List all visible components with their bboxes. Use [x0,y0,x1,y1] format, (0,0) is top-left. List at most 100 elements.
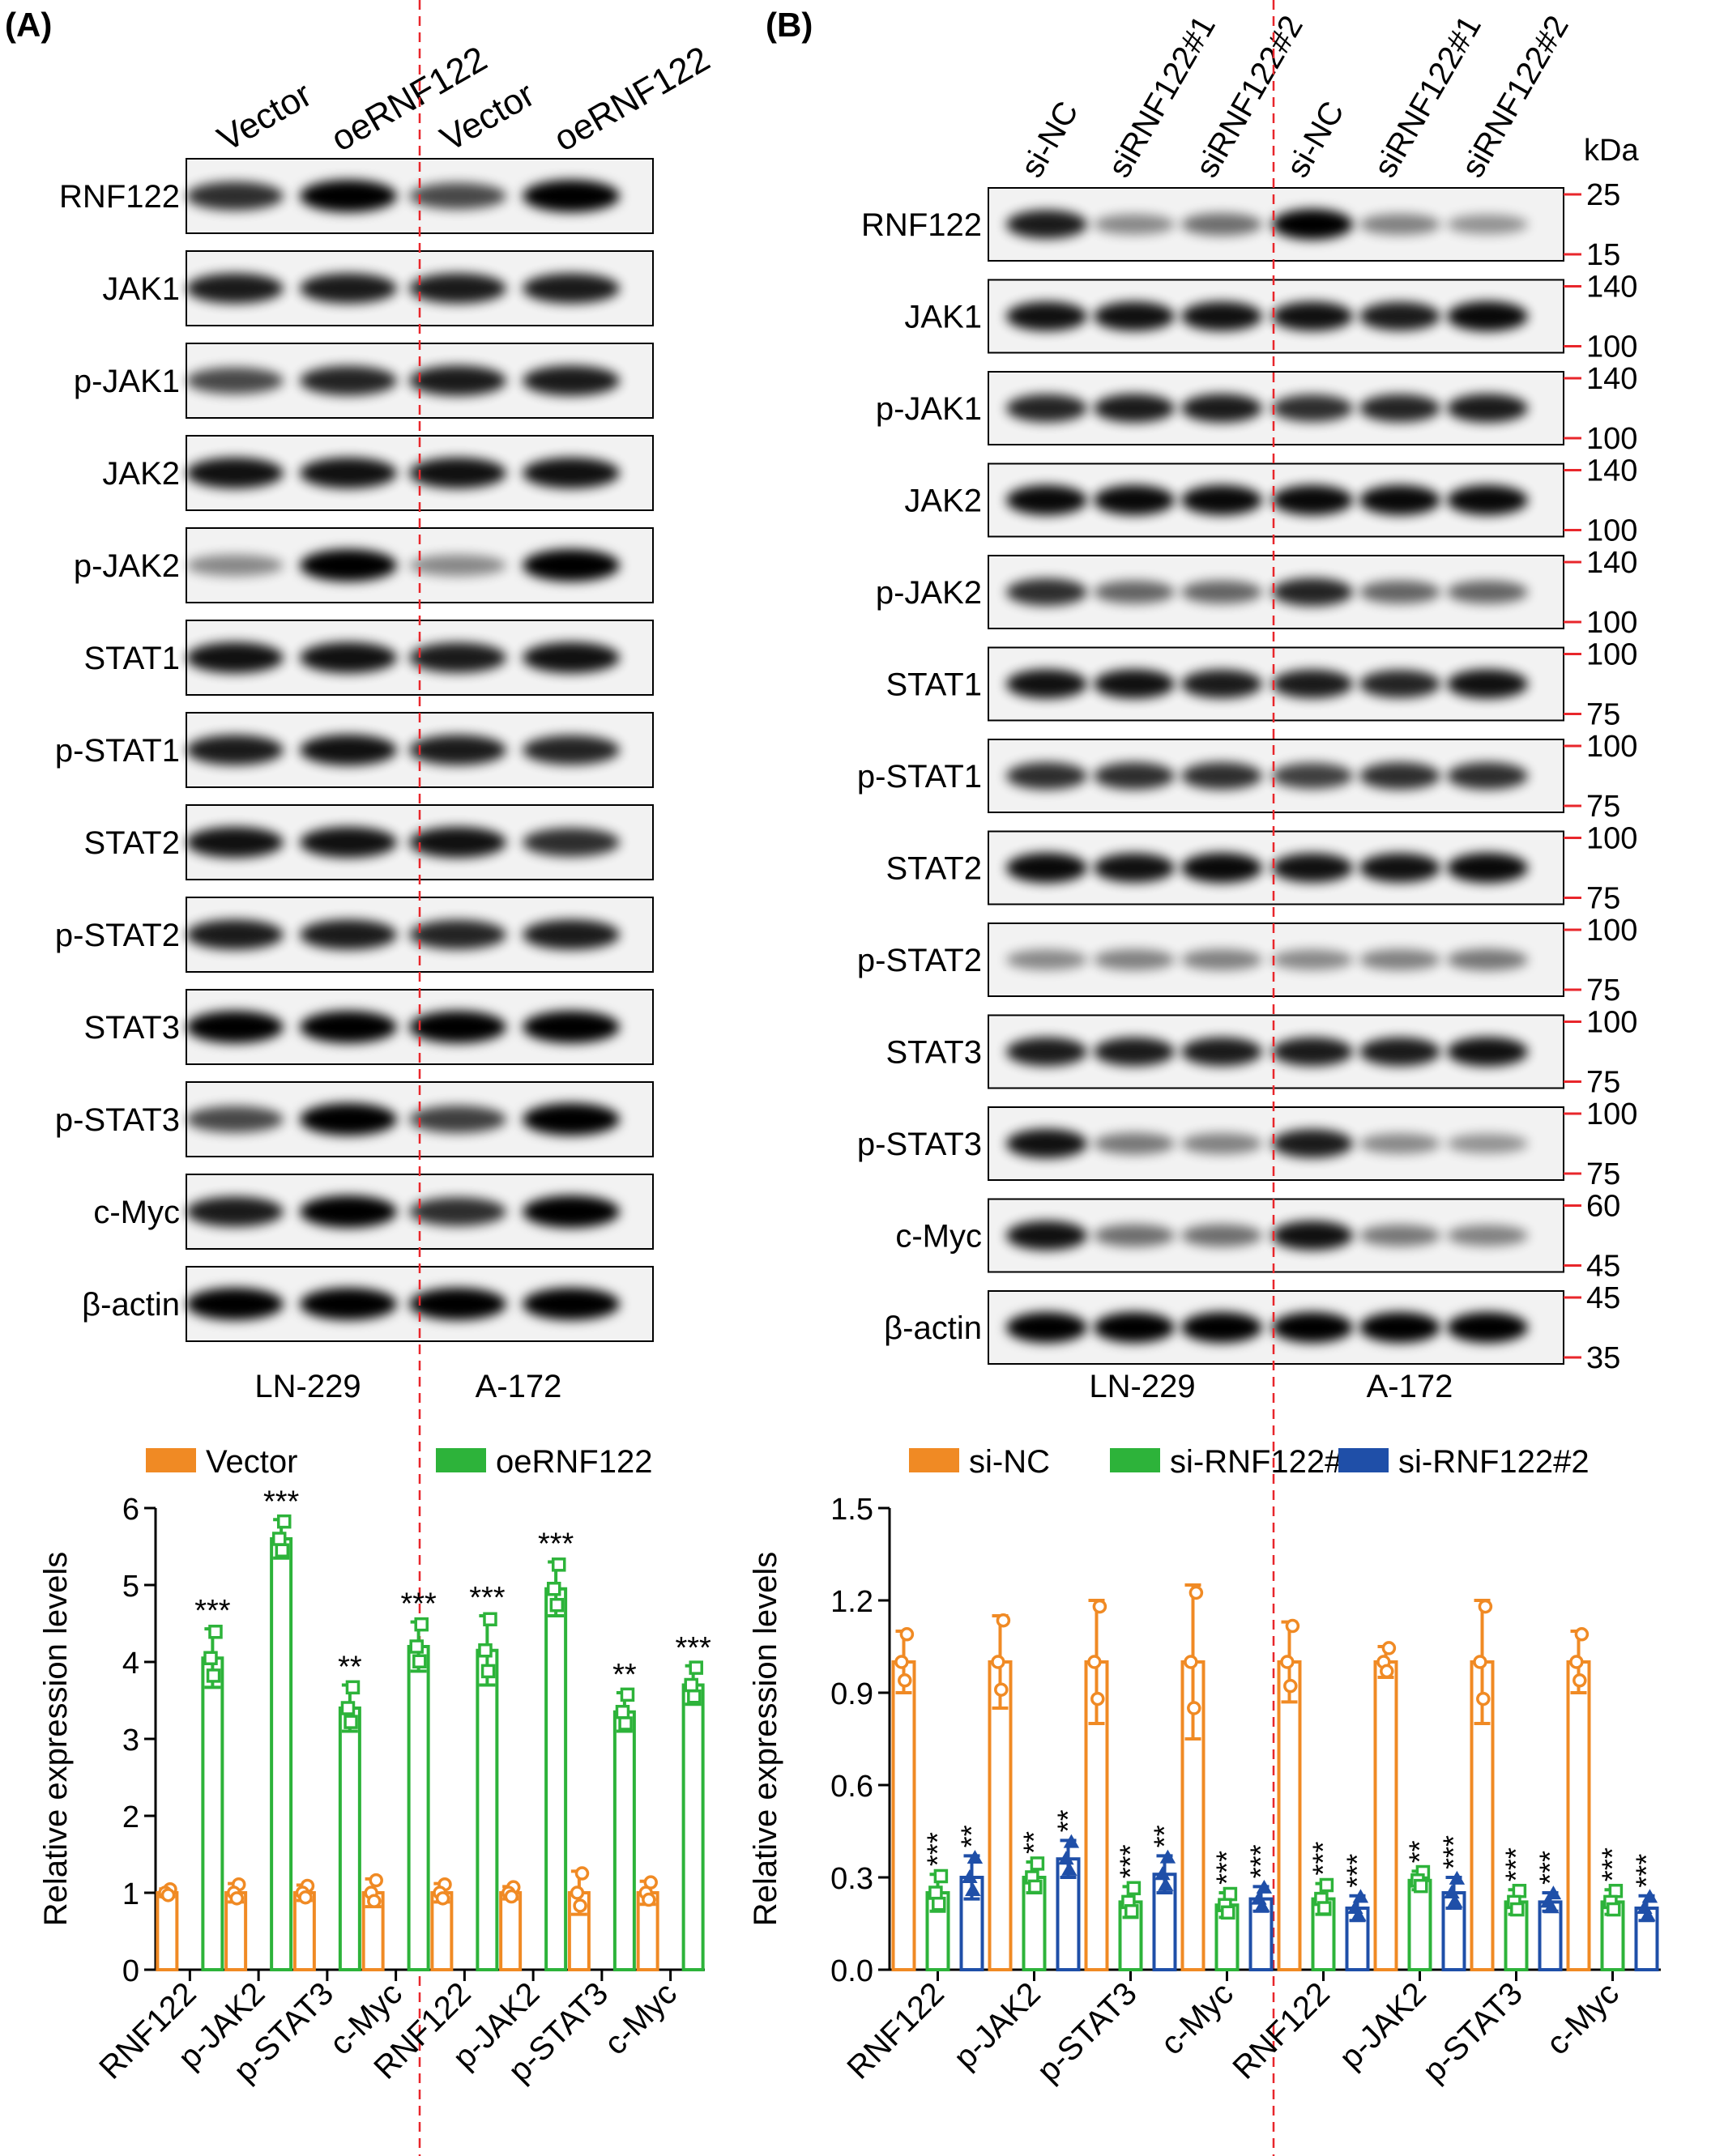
x-tick-label: p-STAT3 [1416,1975,1530,2089]
significance-label: *** [469,1581,506,1615]
y-tick-label: 0 [122,1954,139,1988]
band [1181,1132,1262,1155]
band [300,1103,397,1136]
data-point [1641,1889,1658,1903]
band [1359,484,1440,516]
data-point [570,1885,585,1900]
data-point [546,1582,561,1596]
marker-label: 75 [1586,974,1620,1008]
band [1272,949,1353,970]
significance-label: *** [1534,1851,1567,1885]
band [1181,852,1262,884]
band [1094,1037,1175,1067]
significance-label: ** [1018,1831,1051,1854]
marker-label: 140 [1586,271,1637,305]
protein-label: p-JAK2 [876,575,982,611]
data-point [1476,1691,1491,1706]
band [186,554,284,577]
marker-label: 140 [1586,454,1637,488]
significance-label: *** [1210,1851,1244,1885]
protein-label: p-STAT2 [55,918,180,953]
data-point [1285,1618,1300,1634]
legend-label: si-RNF122#2 [1398,1444,1590,1480]
data-point [899,1627,915,1642]
marker-label: 75 [1586,698,1620,732]
band [1094,394,1175,423]
bar-si-nc-rnf122 [1277,1618,1302,1971]
protein-label: β-actin [82,1287,180,1323]
legend-swatch [146,1448,196,1472]
band [1006,210,1087,239]
significance-label: ** [955,1825,988,1847]
band [1181,1224,1262,1247]
blot-a-jak2: JAK2 [102,435,654,511]
marker-label: 100 [1586,822,1637,856]
significance-label: ** [338,1651,362,1685]
data-point [1510,1902,1525,1917]
band [186,826,284,859]
data-point [1090,1691,1105,1706]
band [1006,484,1087,516]
data-point [932,1896,946,1911]
y-tick-label: 1 [122,1877,139,1911]
band [1447,394,1528,423]
blot-a-beta-actin: β-actin [82,1266,654,1342]
band [1094,948,1175,971]
data-point [1092,1599,1107,1614]
bar-si-nc-p-stat3 [1084,1599,1109,1971]
band [1272,484,1353,516]
data-point [276,1514,292,1529]
band [1447,580,1528,604]
band [1359,948,1440,971]
bar-oernf122-p-jak2: *** [263,1485,300,1971]
bar-si-rnf122-1-c-myc: *** [1210,1851,1244,1971]
data-point [1640,1907,1656,1922]
band [1359,670,1440,698]
band [1359,762,1440,790]
band [523,273,620,304]
band [523,457,620,489]
marker-label: 75 [1586,1066,1620,1100]
band [1272,853,1353,883]
data-point [1188,1585,1204,1600]
band [1272,1129,1353,1158]
blot-a-stat1: STAT1 [83,620,654,696]
band [186,181,284,211]
cell-line-a-ln229: LN-229 [254,1369,361,1404]
band [523,1288,620,1320]
band [523,641,620,674]
bar [156,1891,179,1971]
bar-vector-rnf122 [156,1881,179,1971]
legend: si-NC si-RNF122#1 si-RNF122#2 [909,1444,1590,1480]
data-point [1351,1907,1367,1922]
blot-b-p-stat2: p-STAT2 100 75 [857,914,1638,1008]
legend-swatch [909,1448,959,1472]
bar-si-rnf122-1-p-jak2: ** [1018,1831,1051,1971]
band [300,734,397,766]
blot-a-p-stat2: p-STAT2 [55,897,654,973]
band [300,365,397,396]
bar-si-rnf122-2-p-stat3: ** [1148,1825,1181,1971]
band [186,1011,284,1043]
band [1447,852,1528,884]
band [409,1011,506,1043]
band [1006,394,1087,423]
data-point [1608,1883,1624,1898]
band [523,1011,620,1043]
band [409,1106,506,1133]
protein-label: p-JAK2 [74,548,180,584]
blot-a-stat3: STAT3 [83,989,654,1065]
x-tick-label: c-Myc [1154,1975,1240,2062]
data-point [615,1705,630,1719]
band [1006,578,1087,606]
data-point [340,1701,356,1715]
band [1006,1221,1087,1251]
blot-a-p-stat3: p-STAT3 [55,1081,654,1157]
bar-si-rnf122-1-rnf122: *** [1307,1842,1340,1972]
blot-b-stat1: STAT1 100 75 [885,638,1637,732]
marker-label: 100 [1586,914,1637,948]
bar-si-rnf122-1-p-stat3: *** [1114,1844,1147,1971]
data-point [1184,1655,1198,1669]
